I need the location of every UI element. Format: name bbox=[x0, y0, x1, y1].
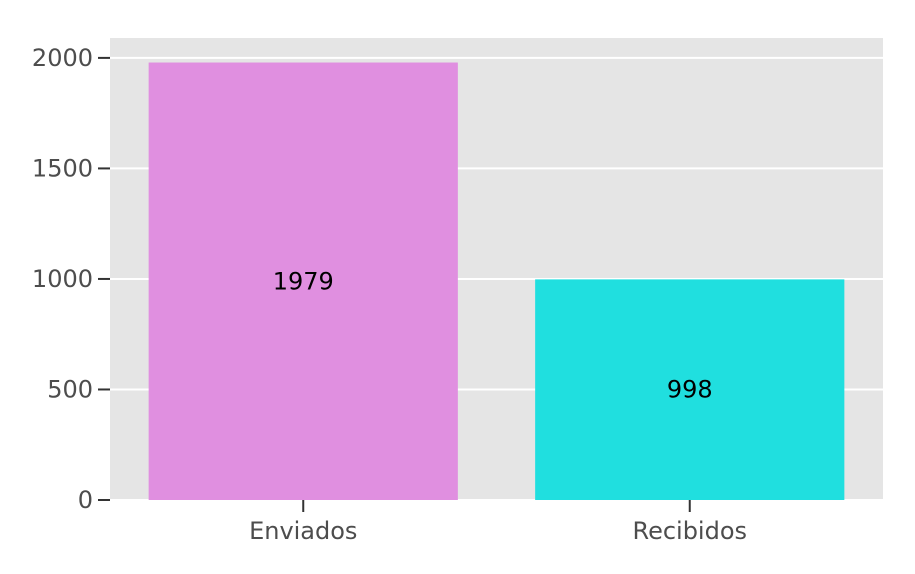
bar-enviados bbox=[148, 62, 458, 501]
data-label-enviados: 1979 bbox=[273, 267, 334, 295]
data-label-recibidos: 998 bbox=[667, 376, 713, 404]
y-tick-label: 1000 bbox=[32, 265, 93, 293]
x-tick-label-enviados: Enviados bbox=[249, 517, 357, 545]
y-tick-label: 1500 bbox=[32, 154, 93, 182]
bar-recibidos bbox=[535, 279, 845, 500]
x-axis: Enviados Recibidos bbox=[249, 500, 747, 545]
y-axis: 0 500 1000 1500 2000 bbox=[32, 44, 110, 514]
y-tick-label: 500 bbox=[47, 375, 93, 403]
data-labels: 1979 998 bbox=[273, 267, 713, 403]
x-tick-label-recibidos: Recibidos bbox=[632, 517, 747, 545]
bars bbox=[148, 62, 845, 501]
y-tick-label: 2000 bbox=[32, 44, 93, 72]
y-tick-label: 0 bbox=[78, 486, 93, 514]
